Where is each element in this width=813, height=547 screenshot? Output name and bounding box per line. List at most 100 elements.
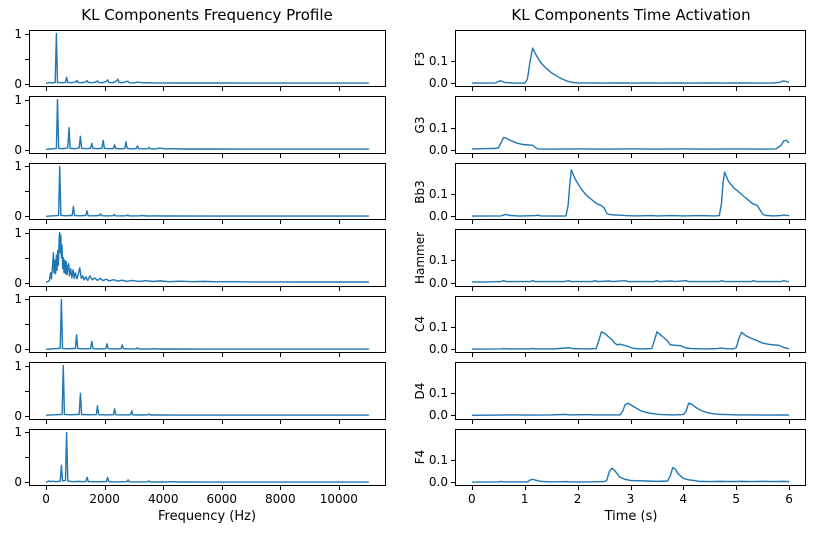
series-line-g3 <box>46 99 369 151</box>
x-tick-mark <box>736 220 738 225</box>
subplot-time-d4: 0.0 0.1 D4 <box>413 362 806 424</box>
y-tick-label: 0 <box>14 475 22 490</box>
y-tick-label: 1 <box>14 225 22 240</box>
time-axis-label: Time (s) <box>604 509 658 524</box>
x-tick-mark <box>683 353 685 358</box>
x-tick-mark <box>338 220 340 225</box>
x-tick-mark <box>683 220 685 225</box>
x-tick-mark <box>46 419 48 424</box>
series-line-d4 <box>46 364 369 417</box>
y-tick-label: 1 <box>14 425 22 440</box>
x-tick-mark <box>46 220 48 225</box>
subplot-time-c4: 0.0 0.1 C4 <box>413 295 806 358</box>
y-tick-label: 0.1 <box>428 253 448 268</box>
y-tick-mark <box>25 124 29 126</box>
x-tick-mark <box>630 353 632 358</box>
y-tick-mark <box>25 432 29 434</box>
time-f4-line-chart <box>471 466 790 483</box>
subplot-time-f4: 0 1 2 3 4 5 6 0.0 0.1 F4 <box>413 428 806 506</box>
x-tick-mark <box>630 87 632 92</box>
x-tick-mark <box>524 87 526 92</box>
x-tick-mark <box>524 153 526 158</box>
x-tick-mark <box>338 87 340 92</box>
x-tick-mark <box>104 353 106 358</box>
y-tick-mark <box>451 349 455 351</box>
x-tick-label: 6 <box>785 491 793 506</box>
y-tick-mark <box>451 282 455 284</box>
y-tick-label: 0.0 <box>428 275 448 290</box>
y-tick-mark <box>25 415 29 417</box>
series-line-f4 <box>471 466 790 483</box>
x-tick-mark <box>789 485 791 490</box>
x-tick-mark <box>736 353 738 358</box>
series-line-f3 <box>45 32 369 84</box>
subplot-time-bb3: 0.0 0.1 Bb3 <box>413 162 806 225</box>
x-tick-mark <box>789 286 791 291</box>
y-tick-mark <box>25 324 29 326</box>
x-tick-label: 1 <box>520 491 529 506</box>
time-d4-line-chart <box>471 402 790 417</box>
x-tick-mark <box>524 220 526 225</box>
y-tick-label: 1 <box>14 92 22 107</box>
freq-d4-line-chart <box>46 364 369 417</box>
x-tick-label: 8000 <box>265 491 296 506</box>
y-tick-mark <box>25 33 29 35</box>
y-tick-label: 0.0 <box>428 474 448 489</box>
x-tick-mark <box>577 353 579 358</box>
x-tick-mark <box>46 87 48 92</box>
x-tick-label: 5 <box>732 491 741 506</box>
x-tick-mark <box>736 419 738 424</box>
x-tick-mark <box>163 485 165 490</box>
x-tick-mark <box>104 220 106 225</box>
x-tick-mark <box>683 286 685 291</box>
y-tick-label: 0.1 <box>428 120 448 135</box>
y-tick-mark <box>25 482 29 484</box>
x-tick-label: 6000 <box>206 491 238 506</box>
time-activation-column: 0.0 0.1 F3 0.0 0.1 G3 0.0 0.1 Bb3 0.0 0.1 Hammer… <box>413 30 806 506</box>
x-tick-mark <box>338 153 340 158</box>
x-tick-mark <box>683 485 685 490</box>
y-tick-mark <box>451 393 455 395</box>
x-tick-mark <box>577 220 579 225</box>
y-tick-label: 0.0 <box>428 142 448 157</box>
subplot-freq-f4: 0 2000 4000 6000 8000 10000 0 1 <box>14 426 386 506</box>
y-tick-mark <box>25 457 29 459</box>
x-tick-mark <box>221 153 223 158</box>
x-tick-mark <box>280 485 282 490</box>
x-tick-mark <box>163 286 165 291</box>
x-tick-mark <box>630 419 632 424</box>
y-tick-label: 0.0 <box>428 209 448 224</box>
x-tick-mark <box>524 485 526 490</box>
y-tick-mark <box>451 127 455 129</box>
series-line-hammer <box>45 232 369 284</box>
x-tick-mark <box>683 153 685 158</box>
y-tick-mark <box>451 149 455 151</box>
freq-f4-line-chart <box>45 431 369 483</box>
x-tick-mark <box>789 419 791 424</box>
series-line-bb3 <box>471 168 790 217</box>
subplot-time-g3: 0.0 0.1 G3 <box>413 96 806 158</box>
x-tick-label: 4 <box>679 491 688 506</box>
x-tick-mark <box>221 87 223 92</box>
subplot-time-f3: 0.0 0.1 F3 <box>413 30 806 92</box>
x-tick-mark <box>630 153 632 158</box>
x-tick-mark <box>46 153 48 158</box>
x-tick-mark <box>471 353 473 358</box>
y-tick-label: 0.1 <box>428 386 448 401</box>
x-tick-mark <box>280 353 282 358</box>
x-tick-mark <box>280 87 282 92</box>
x-tick-mark <box>736 286 738 291</box>
series-line-c4 <box>46 298 369 350</box>
x-tick-label: 10000 <box>319 491 358 506</box>
y-tick-label: 0 <box>14 142 22 157</box>
y-tick-mark <box>451 260 455 262</box>
x-tick-mark <box>280 286 282 291</box>
x-tick-mark <box>577 286 579 291</box>
y-tick-mark <box>25 349 29 351</box>
y-tick-mark <box>451 194 455 195</box>
x-tick-mark <box>524 286 526 291</box>
y-tick-label: 0.1 <box>428 452 448 467</box>
y-tick-mark <box>25 191 29 193</box>
y-tick-mark <box>25 99 29 101</box>
